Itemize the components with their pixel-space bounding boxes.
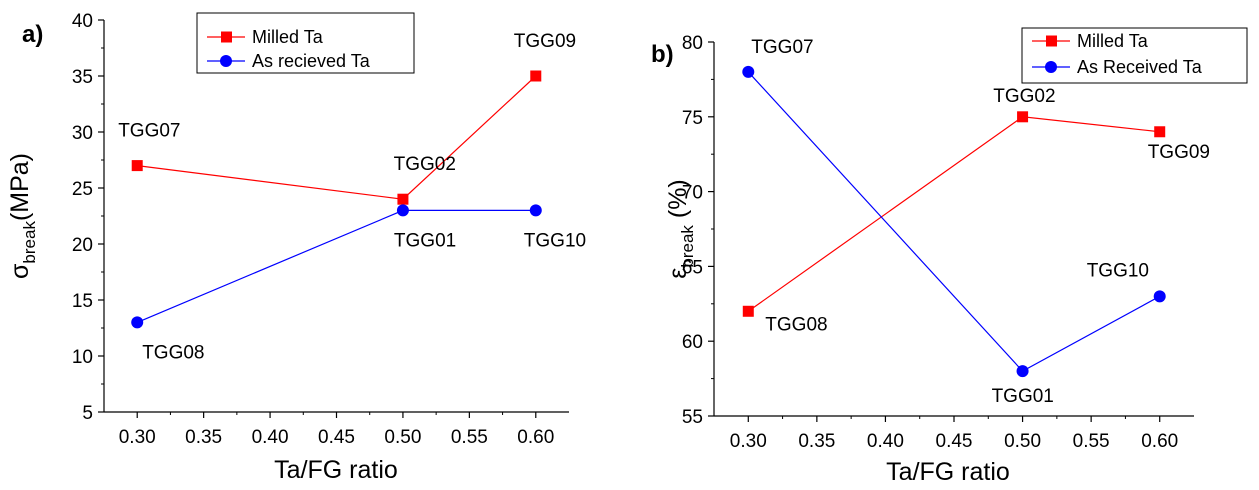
y-axis-title-unit: (%) [664, 179, 692, 225]
x-tick-label: 0.55 [1073, 431, 1110, 452]
x-tick-label: 0.45 [936, 431, 973, 452]
point-annotation: TGG02 [993, 86, 1055, 107]
legend-marker [221, 31, 232, 43]
chart-panel-b: 0.30 0.35 0.40 0.45 0.50 0.55 0.60 55 60 65 70 75 80… [651, 27, 1248, 486]
x-tick-label: 0.50 [1004, 431, 1041, 452]
y-axis-title-symbol: σ [6, 263, 34, 279]
data-point [396, 204, 409, 217]
y-tick-label: 60 [682, 332, 703, 353]
y-tick-label: 75 [682, 108, 703, 129]
panel-label: a) [22, 21, 43, 48]
series-line [137, 75, 537, 200]
x-tick-label: 0.40 [252, 427, 289, 448]
x-tick-label: 0.40 [867, 431, 904, 452]
data-point [742, 305, 754, 317]
point-annotation: TGG09 [1148, 142, 1210, 163]
point-annotation: TGG01 [992, 386, 1054, 407]
x-tick-label: 0.30 [730, 431, 767, 452]
data-point [1017, 111, 1029, 123]
legend: Milled Ta As Received Ta [1021, 27, 1248, 84]
x-tick-label: 0.55 [451, 427, 488, 448]
y-tick-label: 65 [682, 257, 703, 278]
legend-box [1021, 27, 1248, 84]
data-point [397, 193, 409, 205]
legend-item: Milled Ta [207, 27, 324, 47]
data-point [131, 160, 143, 172]
point-annotation: TGG10 [1087, 260, 1149, 281]
point-annotation: TGG07 [118, 121, 180, 142]
x-tick-label: 0.45 [318, 427, 355, 448]
point-annotation: TGG01 [394, 230, 456, 251]
x-tick-label: 0.35 [798, 431, 835, 452]
y-axis-title-symbol: ε [664, 268, 692, 279]
legend-item: As recieved Ta [207, 51, 371, 71]
legend-marker [220, 55, 232, 67]
legend-label: Milled Ta [252, 27, 324, 47]
data-point [1153, 290, 1166, 303]
point-annotation: TGG07 [751, 37, 813, 58]
point-annotation: TGG02 [394, 154, 456, 175]
legend-marker [1046, 35, 1057, 47]
series-milled-ta: TGG07 TGG02 TGG09 [118, 31, 576, 205]
panel-label: b) [651, 41, 674, 68]
x-tick-label: 0.50 [384, 427, 421, 448]
y-axis-title: σbreak(MPa) [6, 153, 39, 279]
series-milled-ta: TGG08 TGG02 TGG09 [742, 86, 1210, 335]
y-tick-label: 10 [72, 347, 93, 368]
data-point [742, 65, 755, 78]
y-axis-title: εbreak (%) [664, 179, 697, 279]
data-point [530, 70, 542, 82]
y-tick-label: 80 [682, 33, 703, 54]
y-tick-label: 30 [72, 123, 93, 144]
y-tick-label: 25 [72, 179, 93, 200]
y-axis-title-subscript: break [678, 225, 697, 268]
x-axis-title: Ta/FG ratio [886, 458, 1010, 486]
series-as-recieved-ta: TGG08 TGG01 TGG10 [131, 204, 586, 363]
series-line [747, 116, 1160, 312]
y-tick-label: 5 [82, 403, 93, 424]
legend-item: As Received Ta [1032, 57, 1203, 77]
point-annotation: TGG08 [142, 342, 204, 363]
x-tick-label: 0.60 [1141, 431, 1178, 452]
legend-box [196, 12, 415, 74]
y-tick-label: 20 [72, 235, 93, 256]
point-annotation: TGG09 [514, 31, 576, 52]
legend-label: Milled Ta [1077, 31, 1149, 51]
x-tick-label: 0.60 [517, 427, 554, 448]
x-tick-label: 0.30 [119, 427, 156, 448]
x-axis-title: Ta/FG ratio [274, 456, 398, 484]
x-tick-label: 0.35 [185, 427, 222, 448]
legend-item: Milled Ta [1032, 31, 1149, 51]
legend-marker [1045, 61, 1057, 73]
chart-panel-a: 0.30 0.35 0.40 0.45 0.50 0.55 0.60 5 10 15 20 25 30 3… [6, 11, 586, 484]
y-tick-label: 15 [72, 291, 93, 312]
data-point [131, 316, 144, 329]
data-point [529, 204, 542, 217]
y-tick-label: 70 [682, 183, 703, 204]
y-tick-label: 35 [72, 67, 93, 88]
y-axis-title-unit: (MPa) [6, 153, 34, 221]
legend-label: As Received Ta [1077, 57, 1203, 77]
y-axis-title-subscript: break [20, 221, 39, 264]
legend-label: As recieved Ta [252, 51, 371, 71]
data-point [1016, 365, 1029, 378]
y-tick-label: 40 [72, 11, 93, 32]
data-point [1154, 126, 1166, 138]
series-line [136, 209, 536, 323]
series-as-received-ta: TGG07 TGG01 TGG10 [742, 37, 1166, 407]
point-annotation: TGG10 [524, 230, 586, 251]
legend: Milled Ta As recieved Ta [196, 12, 415, 74]
y-tick-label: 55 [682, 407, 703, 428]
point-annotation: TGG08 [765, 314, 827, 335]
